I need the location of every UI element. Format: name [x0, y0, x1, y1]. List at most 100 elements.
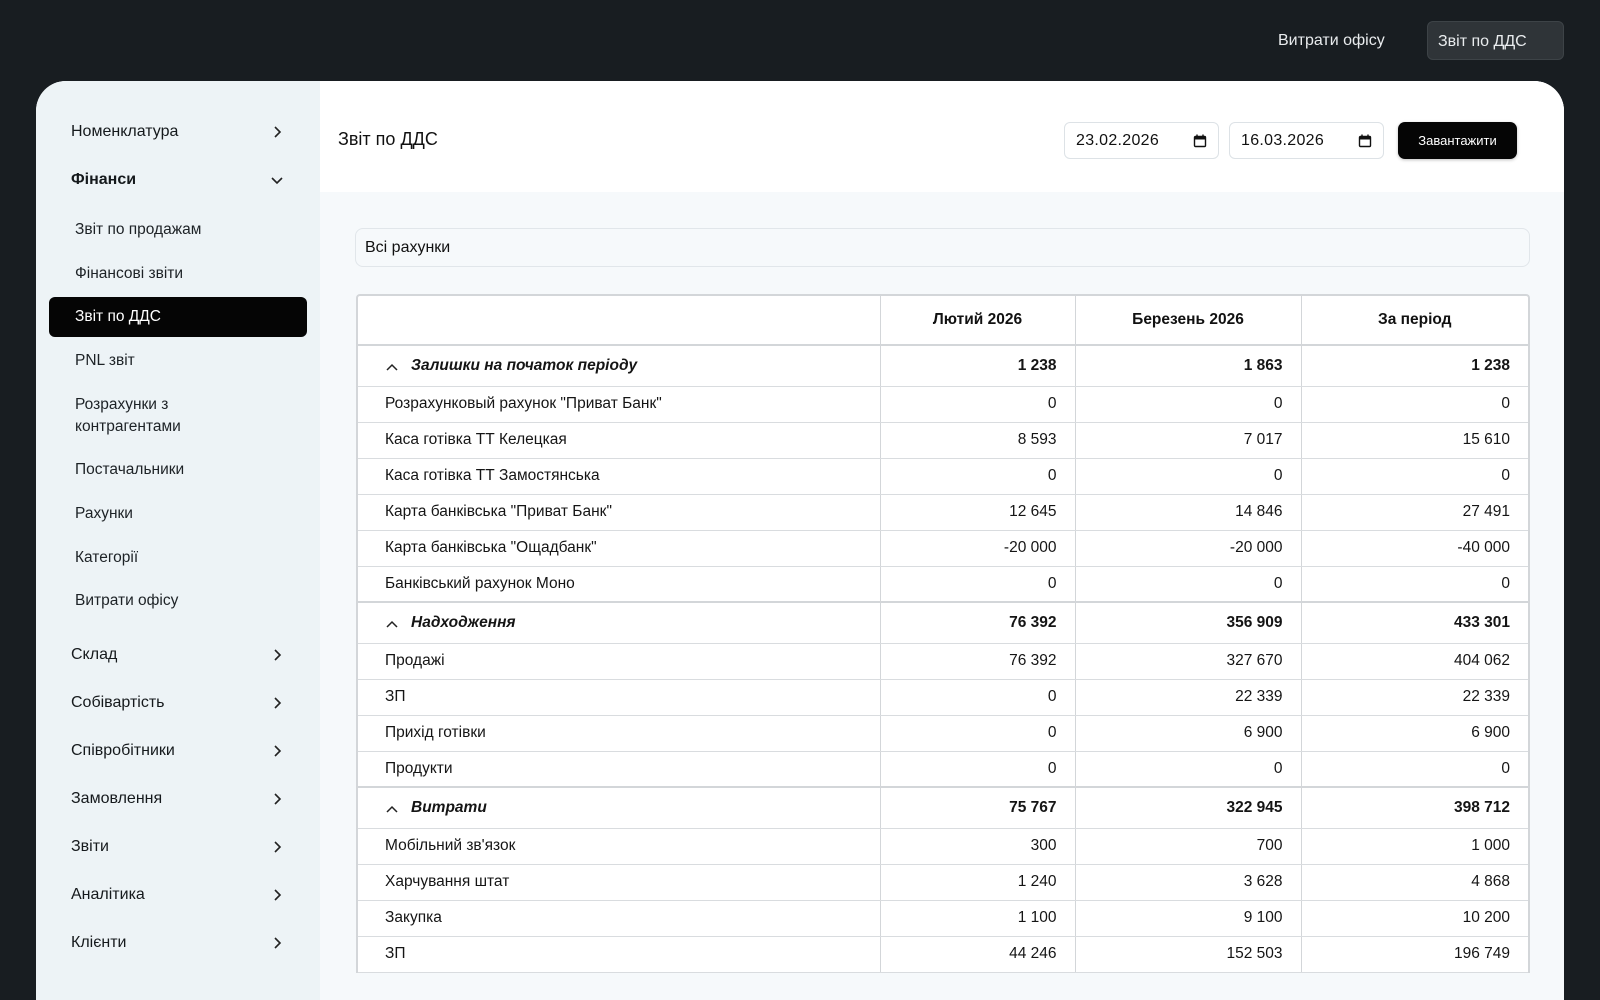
table-row: Прихід готівки 0 6 900 6 900 [358, 715, 1528, 752]
sidebar-group-employees[interactable]: Співробітники [71, 738, 284, 764]
value-cell: 12 645 [879, 494, 1075, 531]
load-button[interactable]: Завантажити [1398, 122, 1517, 159]
value-cell: 0 [1074, 386, 1301, 423]
row-label: Прихід готівки [385, 724, 486, 741]
sidebar-item-categories[interactable]: Категорії [75, 549, 139, 566]
sidebar-group-label: Клієнти [71, 934, 127, 951]
value-cell: 10 200 [1300, 900, 1528, 937]
sidebar-item-pnl-report[interactable]: PNL звіт [75, 352, 135, 369]
value-cell: 0 [879, 679, 1075, 716]
value-cell: 0 [1300, 566, 1528, 603]
row-label: Продукти [385, 759, 453, 777]
row-label-cell: Прихід готівки [358, 715, 880, 752]
sidebar-item-dds-report[interactable]: Звіт по ДДС [49, 297, 307, 337]
value-cell: 9 100 [1074, 900, 1301, 937]
row-label-cell: Каса готівка ТТ Келецкая [358, 422, 880, 459]
table-group-row[interactable]: Витрати 75 767 322 945 398 712 [358, 786, 1528, 829]
row-label-cell: Витрати [358, 786, 880, 829]
row-label: Витрати [411, 798, 487, 816]
table-group-row[interactable]: Надходження 76 392 356 909 433 301 [358, 601, 1528, 644]
value-cell: 700 [1074, 828, 1301, 865]
sidebar-item-accounts[interactable]: Рахунки [75, 505, 133, 522]
sidebar-item-counterparty-settlements[interactable]: Розрахунки з контрагентами [75, 396, 181, 435]
value-cell: -20 000 [879, 530, 1075, 567]
date-to-input[interactable]: 16.03.2026 [1229, 122, 1384, 159]
table-group-row[interactable]: Залишки на початок періоду 1 238 1 863 1 23… [358, 345, 1528, 387]
value-cell: 196 749 [1300, 936, 1528, 973]
sidebar-group-label: Склад [71, 646, 118, 663]
value-cell: 15 610 [1300, 422, 1528, 459]
top-nav-dds-report[interactable]: Звіт по ДДС [1427, 21, 1564, 60]
sidebar-group-label: Співробітники [71, 742, 175, 759]
dds-table: Лютий 2026 Березень 2026 За період Залиш… [356, 294, 1530, 973]
value-cell: 0 [1300, 386, 1528, 423]
value-cell: 398 712 [1300, 786, 1528, 829]
chevron-right-icon [270, 125, 284, 139]
sidebar-group-label: Фінанси [71, 171, 137, 188]
value-cell: 1 863 [1074, 345, 1301, 387]
table-row: Закупка 1 100 9 100 10 200 [358, 900, 1528, 937]
sidebar-group-orders[interactable]: Замовлення [71, 786, 284, 812]
row-label: Банківський рахунок Моно [385, 574, 575, 592]
value-cell: 4 868 [1300, 864, 1528, 901]
sidebar-item-office-expenses[interactable]: Витрати офісу [75, 592, 179, 609]
sidebar-group-label: Звіти [71, 838, 109, 855]
sidebar-group-cost[interactable]: Собівартість [71, 690, 284, 716]
chevron-right-icon [270, 696, 284, 710]
table-row: Карта банківська "Ощадбанк" -20 000 -20 00… [358, 530, 1528, 567]
chevron-up-icon[interactable] [385, 616, 399, 628]
sidebar: Номенклатура Фінанси Звіт по продажам Фі… [36, 81, 320, 1000]
column-header: За період [1300, 296, 1528, 346]
column-header: Березень 2026 [1074, 296, 1301, 346]
date-from-value: 23.02.2026 [1076, 131, 1160, 149]
table-row: Банківський рахунок Моно 0 0 0 [358, 566, 1528, 603]
value-cell: 1 238 [1300, 345, 1528, 387]
value-cell: 0 [879, 751, 1075, 788]
column-header: Лютий 2026 [879, 296, 1075, 346]
chevron-up-icon[interactable] [385, 359, 399, 371]
date-from-input[interactable]: 23.02.2026 [1064, 122, 1219, 159]
chevron-up-icon[interactable] [385, 801, 399, 813]
row-label-cell: Харчування штат [358, 864, 880, 901]
table-row: Продажі 76 392 327 670 404 062 [358, 643, 1528, 680]
main-card: Номенклатура Фінанси Звіт по продажам Фі… [36, 81, 1564, 1000]
row-label-cell: Закупка [358, 900, 880, 937]
value-cell: -20 000 [1074, 530, 1301, 567]
sidebar-group-label: Собівартість [71, 694, 165, 711]
row-label-cell: Надходження [358, 601, 880, 644]
row-label-cell: Карта банківська "Ощадбанк" [358, 530, 880, 567]
table-row: ЗП 44 246 152 503 196 749 [358, 936, 1528, 973]
value-cell: 327 670 [1074, 643, 1301, 680]
value-cell: 8 593 [879, 422, 1075, 459]
table-row: Карта банківська "Приват Банк" 12 645 14 8… [358, 494, 1528, 531]
row-label: Розрахунковый рахунок "Приват Банк" [385, 395, 662, 412]
top-nav-office-expenses[interactable]: Витрати офісу [1278, 32, 1385, 49]
page-header: Звіт по ДДС 23.02.2026 16.03.2026 Завант… [320, 81, 1564, 192]
value-cell: 3 628 [1074, 864, 1301, 901]
row-label: Залишки на початок періоду [411, 356, 638, 374]
row-label-cell: Каса готівка ТТ Замостянська [358, 458, 880, 495]
sidebar-group-label: Замовлення [71, 790, 163, 807]
date-to-value: 16.03.2026 [1241, 131, 1325, 149]
sidebar-group-warehouse[interactable]: Склад [71, 642, 284, 668]
value-cell: 322 945 [1074, 786, 1301, 829]
value-cell: 76 392 [879, 601, 1075, 644]
row-label: Карта банківська "Ощадбанк" [385, 539, 597, 556]
sidebar-group-reports[interactable]: Звіти [71, 834, 284, 860]
sidebar-group-analytics[interactable]: Аналітика [71, 882, 284, 908]
sidebar-group-finance[interactable]: Фінанси [71, 167, 284, 193]
value-cell: 404 062 [1300, 643, 1528, 680]
table-row: Харчування штат 1 240 3 628 4 868 [358, 864, 1528, 901]
calendar-icon[interactable] [1193, 134, 1207, 153]
sidebar-item-sales-report[interactable]: Звіт по продажам [75, 221, 202, 238]
main-content: Звіт по ДДС 23.02.2026 16.03.2026 Завант… [320, 81, 1564, 1000]
sidebar-item-suppliers[interactable]: Постачальники [75, 461, 185, 478]
value-cell: 75 767 [879, 786, 1075, 829]
value-cell: 300 [879, 828, 1075, 865]
account-select[interactable]: Всі рахунки [355, 228, 1530, 267]
value-cell: 22 339 [1300, 679, 1528, 716]
calendar-icon[interactable] [1358, 134, 1372, 153]
sidebar-group-clients[interactable]: Клієнти [71, 930, 284, 956]
sidebar-item-financial-reports[interactable]: Фінансові звіти [75, 265, 184, 282]
sidebar-group-nomenclature[interactable]: Номенклатура [71, 119, 284, 145]
